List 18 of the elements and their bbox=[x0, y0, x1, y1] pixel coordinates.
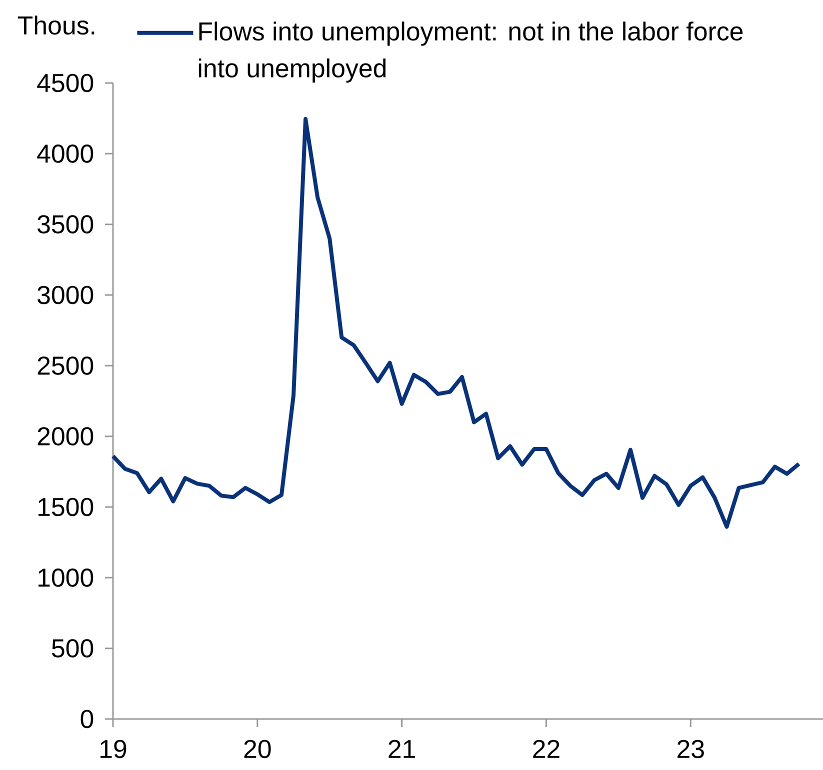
y-tick-label: 3500 bbox=[38, 215, 94, 234]
x-tick-label: 21 bbox=[388, 740, 415, 758]
x-tick-label: 20 bbox=[244, 740, 271, 758]
y-tick-label: 2500 bbox=[38, 356, 94, 375]
y-tick-label: 1500 bbox=[38, 498, 94, 516]
x-tick-label: 22 bbox=[533, 740, 560, 758]
y-tick-label: 3000 bbox=[38, 286, 94, 304]
x-tick-label: 23 bbox=[678, 740, 704, 758]
y-axis-title: Thous. bbox=[18, 16, 94, 35]
y-tick-label: 0 bbox=[80, 710, 94, 728]
y-tick-label: 4500 bbox=[37, 74, 94, 92]
y-tick-label: 4000 bbox=[37, 144, 94, 163]
x-tick-label: 19 bbox=[100, 740, 126, 758]
y-tick-label: 500 bbox=[52, 639, 94, 658]
y-tick-label: 1000 bbox=[38, 568, 94, 587]
legend-label: Flows into unemployment: not in the labor force into unemployed bbox=[198, 22, 743, 83]
y-tick-label: 2000 bbox=[38, 427, 94, 446]
line-series bbox=[111, 117, 801, 529]
